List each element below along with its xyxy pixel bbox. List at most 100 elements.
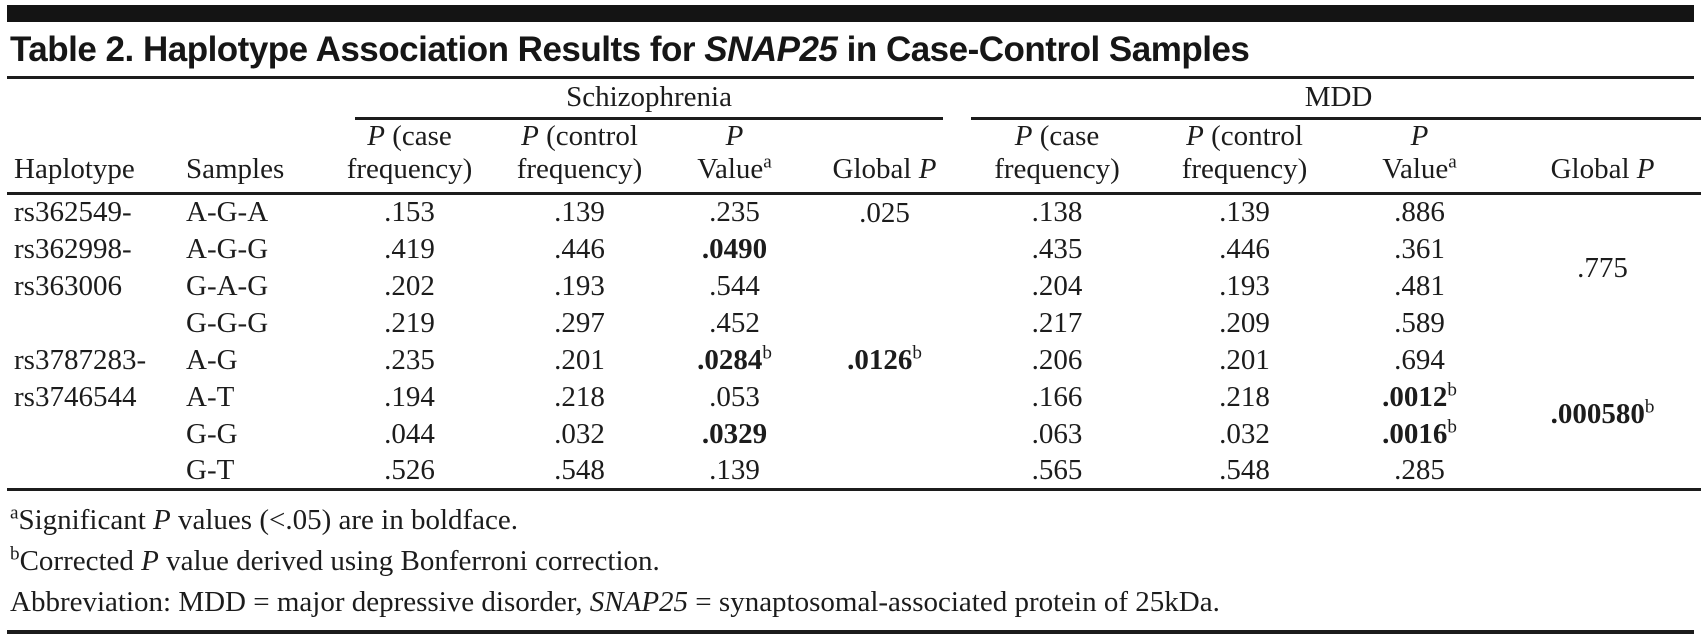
samples-cell: A-T — [186, 380, 235, 413]
mdd-global-p-cell: .775 — [1577, 251, 1628, 284]
samples-cell: G-T — [186, 453, 235, 486]
schiz-p-value-cell: .235 — [709, 196, 760, 229]
col-schiz-global-p: Global P — [832, 153, 937, 185]
schiz-p-value-cell: .053 — [709, 380, 760, 413]
schiz-p-control-cell: .297 — [554, 306, 605, 339]
schiz-p-case-cell: .235 — [384, 343, 435, 376]
table-row: rs363006 G-A-G .202 .193 .544 .204 .193 … — [7, 268, 1701, 305]
schiz-p-case-cell: .153 — [384, 196, 435, 229]
table-row: rs3746544 A-T .194 .218 .053 .166 .218 .… — [7, 379, 1701, 416]
table-row: rs362549- A-G-A .153 .139 .235 .025 .138… — [7, 194, 1701, 284]
table-footnotes: aSignificant P values (<.05) are in bold… — [7, 491, 1694, 629]
col-mdd-global-p: Global P — [1550, 153, 1655, 185]
schiz-p-value-cell: .544 — [709, 269, 760, 302]
schiz-p-case-cell: .202 — [384, 269, 435, 302]
footnote-a: aSignificant P values (<.05) are in bold… — [10, 502, 519, 536]
schiz-p-case-cell: .526 — [384, 453, 435, 486]
mdd-p-control-cell: .209 — [1219, 306, 1270, 339]
mdd-p-value-cell: .0012b — [1382, 378, 1457, 413]
schiz-p-control-cell: .446 — [554, 232, 605, 265]
footnote-b: bCorrected P value derived using Bonferr… — [10, 543, 660, 577]
samples-cell: A-G-A — [186, 196, 269, 229]
schiz-p-control-cell: .032 — [554, 417, 605, 450]
mdd-p-case-cell: .204 — [1031, 269, 1083, 302]
table-row: G-G .044 .032 .0329 .063 .032 .0016b — [7, 416, 1701, 453]
col-schiz-p-control: P (control frequency) — [516, 120, 643, 185]
schiz-p-case-cell: .044 — [384, 417, 435, 450]
mdd-global-p-cell: .000580b — [1550, 396, 1655, 431]
samples-cell: G-G — [186, 417, 238, 450]
mdd-p-value-cell: .481 — [1394, 269, 1445, 302]
schiz-p-control-cell: .193 — [554, 269, 605, 302]
samples-cell: G-A-G — [186, 269, 269, 302]
table-title-prefix: Table 2. Haplotype Association Results f… — [10, 30, 705, 69]
samples-cell: A-G — [186, 343, 238, 376]
spanner-schizophrenia: Schizophrenia — [327, 79, 967, 120]
spanner-row: Schizophrenia MDD — [7, 79, 1701, 120]
schiz-p-value-cell: .139 — [709, 453, 760, 486]
mdd-p-control-cell: .032 — [1219, 417, 1270, 450]
mdd-p-case-cell: .435 — [1031, 232, 1083, 265]
haplotype-cell: rs3746544 — [14, 380, 137, 413]
mdd-p-control-cell: .201 — [1219, 343, 1270, 376]
schiz-p-value-cell: .0329 — [701, 417, 768, 450]
spanner-mdd: MDD — [967, 79, 1701, 120]
haplotype-cell — [7, 305, 182, 342]
table-row: G-G-G .219 .297 .452 .217 .209 .589 — [7, 305, 1701, 342]
mdd-p-case-cell: .565 — [1031, 453, 1083, 486]
table-title-suffix: in Case-Control Samples — [837, 30, 1250, 69]
col-schiz-p-value: P Valuea — [697, 120, 772, 185]
mdd-p-value-cell: .0016b — [1382, 415, 1457, 450]
footnote-abbreviation: Abbreviation: MDD = major depressive dis… — [10, 586, 1220, 618]
haplotype-cell: rs3787283- — [14, 343, 147, 376]
mdd-p-control-cell: .446 — [1219, 232, 1270, 265]
table-row: rs362998- A-G-G .419 .446 .0490 .435 .44… — [7, 231, 1701, 268]
schiz-p-case-cell: .419 — [384, 232, 435, 265]
schiz-global-p-cell: .0126b — [847, 341, 922, 376]
haplotype-cell: rs362998- — [14, 232, 132, 265]
schiz-p-case-cell: .194 — [384, 380, 435, 413]
mdd-p-value-cell: .361 — [1394, 232, 1445, 265]
haplotype-cell — [7, 416, 182, 453]
mdd-p-case-cell: .206 — [1031, 343, 1083, 376]
schiz-p-control-cell: .548 — [554, 453, 605, 486]
mdd-p-case-cell: .166 — [1031, 380, 1083, 413]
haplotype-cell — [7, 453, 182, 490]
schiz-p-value-cell: .0490 — [701, 232, 768, 265]
col-samples: Samples — [186, 153, 285, 185]
samples-cell: A-G-G — [186, 232, 269, 265]
schiz-p-value-cell: .452 — [709, 306, 760, 339]
schiz-p-value-cell: .0284b — [697, 341, 772, 376]
col-haplotype: Haplotype — [14, 153, 135, 185]
mdd-p-control-cell: .139 — [1219, 196, 1270, 229]
col-mdd-p-case: P (case frequency) — [994, 120, 1120, 185]
schiz-p-control-cell: .139 — [554, 196, 605, 229]
spanner-spacer — [7, 79, 327, 120]
schiz-p-control-cell: .201 — [554, 343, 605, 376]
mdd-p-case-cell: .138 — [1031, 196, 1083, 229]
table-body: rs362549- A-G-A .153 .139 .235 .025 .138… — [7, 194, 1701, 490]
mdd-p-control-cell: .218 — [1219, 380, 1270, 413]
mdd-p-control-cell: .193 — [1219, 269, 1270, 302]
column-header-row: Haplotype Samples P (case frequency) P (… — [7, 120, 1701, 194]
table-row: G-T .526 .548 .139 .565 .548 .285 — [7, 453, 1701, 490]
mdd-p-value-cell: .694 — [1394, 343, 1445, 376]
top-heavy-rule — [7, 5, 1694, 22]
table-row: rs3787283- A-G .235 .201 .0284b .0126b .… — [7, 341, 1701, 430]
bottom-heavy-rule — [7, 630, 1694, 634]
col-mdd-p-control: P (control frequency) — [1181, 120, 1308, 185]
col-schiz-p-case: P (case frequency) — [346, 120, 473, 185]
schiz-global-p-cell: .025 — [859, 197, 910, 229]
haplotype-cell: rs363006 — [14, 269, 122, 302]
table-header: Schizophrenia MDD Haplotype Samples P (c… — [7, 79, 1701, 194]
schiz-p-case-cell: .219 — [384, 306, 435, 339]
haplotype-association-table: Schizophrenia MDD Haplotype Samples P (c… — [7, 79, 1701, 491]
mdd-p-value-cell: .589 — [1394, 306, 1445, 339]
col-mdd-p-value: P Valuea — [1382, 120, 1457, 185]
table-title: Table 2. Haplotype Association Results f… — [7, 22, 1694, 79]
haplotype-cell: rs362549- — [14, 196, 132, 229]
mdd-p-case-cell: .217 — [1031, 306, 1083, 339]
mdd-p-value-cell: .886 — [1394, 196, 1445, 229]
samples-cell: G-G-G — [186, 306, 269, 339]
